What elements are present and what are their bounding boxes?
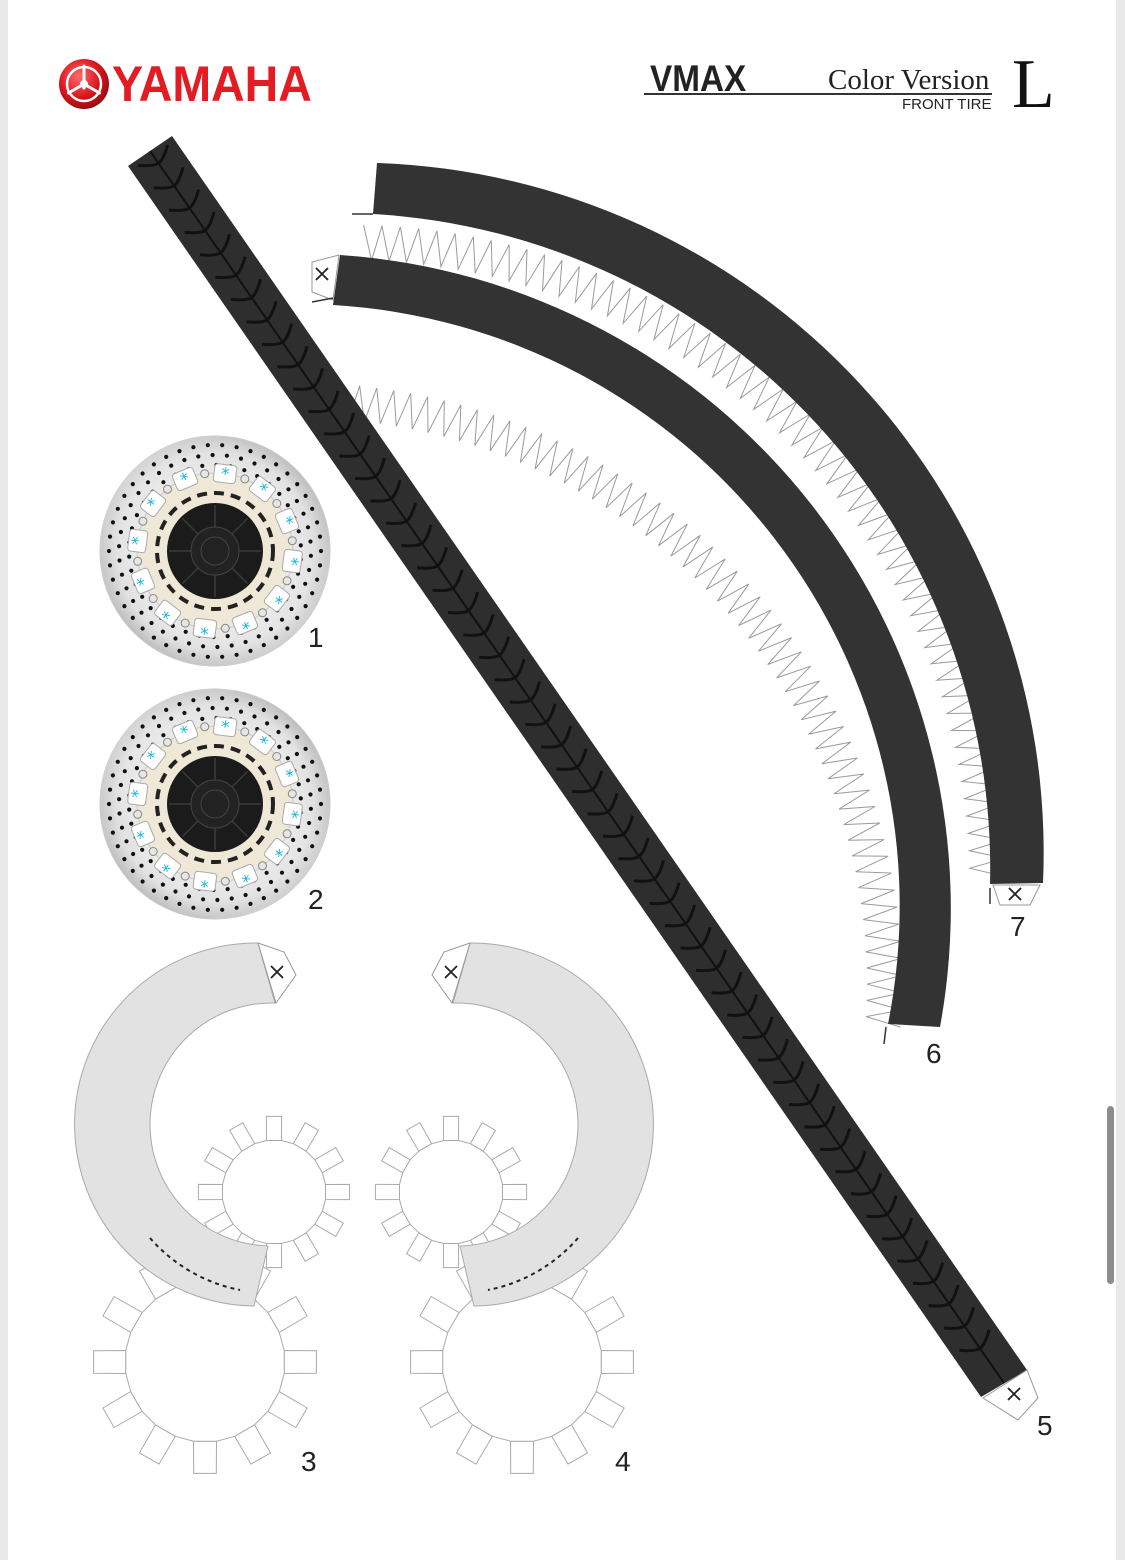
part-number-4: 4	[615, 1446, 631, 1477]
part-number-1: 1	[308, 622, 324, 653]
part-number-3: 3	[301, 1446, 317, 1477]
part-number-5: 5	[1037, 1410, 1053, 1441]
tire-sidewall-4	[374, 942, 654, 1474]
header-rule	[644, 93, 992, 95]
cross-mark-icon	[315, 267, 329, 281]
tire-tread-strip-5	[128, 136, 1039, 1421]
tuning-fork-emblem-icon	[59, 59, 109, 109]
part-number-7: 7	[1010, 911, 1026, 942]
svg-text:*: *	[281, 808, 302, 819]
tire-tread-arc-6	[311, 254, 951, 1045]
cross-mark-icon	[1008, 887, 1022, 901]
svg-text:*: *	[281, 555, 302, 566]
size-letter: L	[1012, 46, 1055, 123]
brake-disc-1: ************	[99, 435, 331, 667]
brand-logo: YAMAHA	[58, 56, 327, 112]
svg-text:*: *	[219, 717, 230, 738]
tire-tread-arc-7	[352, 163, 1044, 906]
part-number-6: 6	[926, 1038, 942, 1069]
svg-text:*: *	[128, 789, 149, 800]
part-number-2: 2	[308, 884, 324, 915]
model-name: VMAX	[650, 58, 747, 99]
svg-text:*: *	[200, 870, 211, 891]
svg-text:*: *	[219, 464, 230, 485]
svg-text:*: *	[128, 536, 149, 547]
cross-mark-icon	[1007, 1387, 1021, 1401]
tire-sidewall-3	[74, 942, 351, 1474]
brand-wordmark: YAMAHA	[112, 56, 312, 112]
svg-text:*: *	[200, 617, 211, 638]
scrollbar-thumb[interactable]	[1107, 1106, 1114, 1284]
part-name: FRONT TIRE	[902, 96, 992, 113]
cross-mark-icon	[444, 965, 458, 979]
brake-disc-2: ************	[99, 688, 331, 920]
cross-mark-icon	[270, 965, 284, 979]
version-label: Color Version	[828, 64, 990, 96]
